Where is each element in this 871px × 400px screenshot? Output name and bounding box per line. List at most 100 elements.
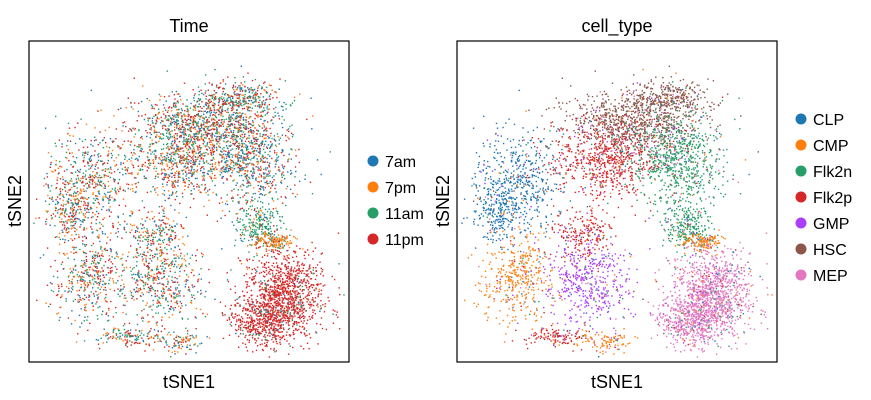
scatter-point — [167, 281, 169, 284]
scatter-point — [108, 282, 110, 285]
scatter-point — [76, 204, 78, 206]
scatter-point — [46, 247, 49, 249]
scatter-point — [110, 271, 112, 273]
scatter-point — [250, 130, 253, 132]
scatter-point — [133, 267, 135, 269]
scatter-point — [187, 235, 189, 237]
scatter-point — [92, 202, 94, 204]
scatter-point — [55, 199, 57, 201]
scatter-point — [146, 155, 148, 158]
scatter-point — [174, 235, 177, 237]
scatter-point — [258, 227, 260, 229]
scatter-point — [113, 171, 116, 173]
scatter-point — [229, 120, 231, 122]
scatter-point — [102, 206, 104, 208]
scatter-point — [172, 163, 174, 166]
scatter-point — [101, 231, 104, 233]
scatter-point — [280, 239, 282, 242]
scatter-point — [230, 123, 232, 125]
scatter-point — [83, 252, 85, 254]
scatter-point — [288, 319, 290, 321]
scatter-point — [281, 236, 284, 238]
scatter-point — [181, 317, 183, 319]
scatter-point — [283, 236, 285, 238]
scatter-point — [198, 131, 200, 133]
scatter-point — [281, 115, 283, 118]
scatter-point — [98, 255, 100, 258]
scatter-point — [162, 229, 164, 231]
scatter-point — [141, 316, 144, 318]
scatter-point — [162, 120, 164, 123]
scatter-point — [277, 239, 279, 241]
scatter-point — [109, 267, 112, 270]
scatter-point — [192, 118, 194, 120]
scatter-point — [239, 119, 241, 121]
scatter-point — [230, 119, 232, 121]
scatter-point — [250, 103, 252, 105]
scatter-point — [88, 186, 90, 189]
scatter-point — [153, 277, 156, 280]
scatter-point — [162, 110, 164, 113]
scatter-point — [178, 126, 181, 129]
scatter-point — [209, 115, 211, 117]
scatter-point — [246, 171, 249, 173]
scatter-point — [181, 263, 183, 265]
scatter-point — [224, 110, 226, 112]
scatter-point — [97, 273, 99, 275]
scatter-point — [312, 267, 315, 269]
scatter-point — [236, 109, 238, 111]
scatter-point — [277, 156, 280, 158]
scatter-point — [254, 91, 257, 94]
scatter-point — [163, 124, 165, 126]
scatter-point — [269, 214, 271, 216]
scatter-point — [152, 125, 154, 127]
scatter-point — [240, 154, 242, 157]
scatter-point — [175, 106, 177, 108]
scatter-point — [288, 158, 290, 160]
scatter-point — [104, 129, 107, 132]
scatter-point — [225, 99, 228, 102]
scatter-point — [150, 260, 153, 262]
scatter-point — [223, 156, 225, 158]
scatter-point — [268, 137, 270, 139]
scatter-point — [163, 288, 165, 291]
scatter-point — [266, 129, 268, 132]
scatter-point — [228, 150, 230, 152]
scatter-point — [265, 137, 267, 139]
scatter-point — [189, 119, 191, 121]
scatter-point — [242, 76, 245, 78]
scatter-point — [230, 149, 232, 151]
scatter-point — [102, 147, 105, 149]
scatter-point — [71, 209, 73, 211]
scatter-point — [312, 250, 314, 252]
scatter-point — [66, 222, 68, 224]
scatter-point — [166, 248, 168, 251]
scatter-point — [149, 306, 151, 308]
scatter-point — [224, 128, 227, 131]
scatter-point — [169, 159, 171, 161]
scatter-point — [159, 227, 161, 229]
scatter-point — [199, 118, 201, 120]
scatter-point — [128, 158, 130, 160]
scatter-point — [209, 113, 212, 115]
scatter-point — [124, 294, 126, 297]
scatter-point — [149, 145, 152, 147]
scatter-point — [110, 157, 113, 159]
scatter-point — [170, 296, 173, 298]
scatter-point — [259, 207, 262, 210]
scatter-point — [107, 154, 109, 156]
scatter-point — [246, 166, 248, 168]
scatter-point — [259, 133, 261, 135]
scatter-point — [150, 235, 153, 237]
scatter-point — [196, 171, 198, 173]
scatter-point — [106, 320, 109, 322]
scatter-point — [173, 103, 175, 105]
scatter-point — [211, 159, 213, 161]
scatter-point — [196, 183, 198, 185]
scatter-point — [82, 266, 84, 268]
scatter-point — [249, 222, 251, 224]
scatter-point — [183, 255, 186, 257]
scatter-point — [254, 105, 257, 107]
scatter-point — [111, 263, 114, 265]
scatter-point — [214, 114, 216, 116]
